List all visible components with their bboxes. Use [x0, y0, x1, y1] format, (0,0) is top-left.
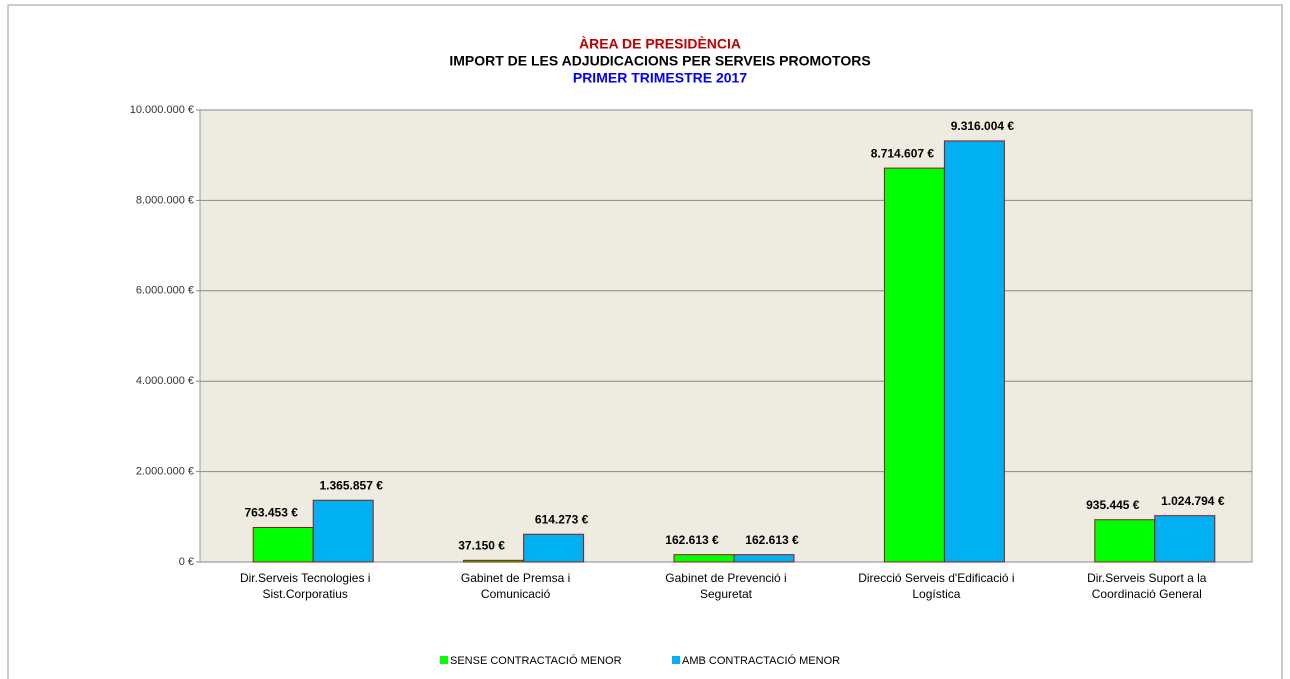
data-label: 9.316.004 €	[951, 119, 1015, 133]
y-tick-label: 4.000.000 €	[136, 375, 194, 387]
data-label: 1.024.794 €	[1161, 494, 1225, 508]
y-tick-label: 0 €	[179, 556, 194, 568]
bar	[943, 140, 1005, 563]
chart-title: PRIMER TRIMESTRE 2017	[573, 70, 747, 86]
x-tick-label: Dir.Serveis Suport a la	[1087, 571, 1207, 585]
bar	[673, 554, 735, 563]
x-tick-label: Direcció Serveis d'Edificació i	[858, 571, 1014, 585]
y-tick-label: 8.000.000 €	[136, 194, 194, 206]
bar	[523, 533, 585, 563]
chart-title: ÀREA DE PRESIDÈNCIA	[579, 36, 741, 52]
y-tick-label: 6.000.000 €	[136, 285, 194, 297]
x-tick-label: Logística	[912, 587, 960, 601]
x-tick-label: Dir.Serveis Tecnologies i	[240, 571, 371, 585]
chart-title: IMPORT DE LES ADJUDICACIONS PER SERVEIS …	[449, 53, 870, 69]
data-label: 37.150 €	[458, 538, 505, 552]
plot-area	[199, 109, 1253, 563]
x-tick-label: Comunicació	[481, 587, 551, 601]
x-tick-label: Seguretat	[700, 587, 753, 601]
bar	[1154, 515, 1216, 563]
data-label: 614.273 €	[535, 512, 589, 526]
data-label: 162.613 €	[665, 533, 719, 547]
data-label: 935.445 €	[1086, 498, 1140, 512]
legend-label: SENSE CONTRACTACIÓ MENOR	[450, 654, 622, 667]
bar	[1094, 519, 1156, 563]
legend-swatch	[440, 656, 448, 664]
x-tick-label: Gabinet de Prevenció i	[665, 571, 786, 585]
x-tick-label: Gabinet de Premsa i	[461, 571, 570, 585]
bar	[463, 559, 525, 563]
legend-label: AMB CONTRACTACIÓ MENOR	[682, 654, 840, 667]
x-tick-label: Sist.Corporatius	[263, 587, 348, 601]
data-label: 763.453 €	[245, 506, 299, 520]
bar	[252, 526, 314, 563]
bar	[883, 167, 945, 563]
y-tick-label: 10.000.000 €	[130, 104, 194, 116]
x-tick-label: Coordinació General	[1092, 587, 1202, 601]
data-label: 1.365.857 €	[319, 478, 383, 492]
bar	[733, 554, 795, 563]
legend-swatch	[672, 656, 680, 664]
bar	[312, 499, 374, 563]
data-label: 8.714.607 €	[871, 146, 935, 160]
data-label: 162.613 €	[745, 533, 799, 547]
y-tick-label: 2.000.000 €	[136, 466, 194, 478]
